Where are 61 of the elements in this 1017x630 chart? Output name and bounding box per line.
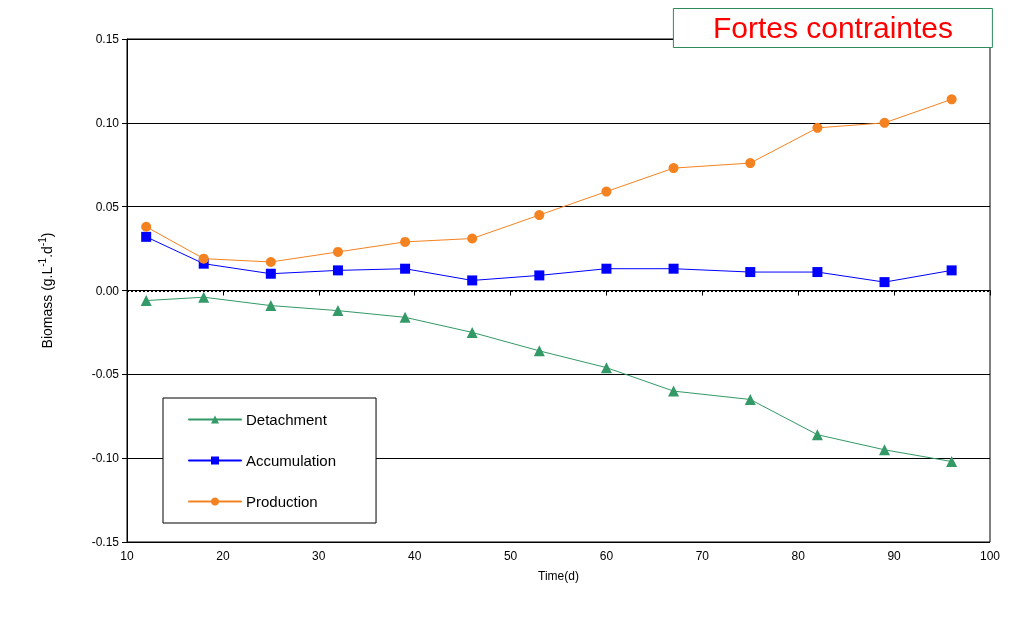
x-axis-title: Time(d) [538, 569, 579, 583]
chart-title: Fortes contraintes [712, 10, 954, 44]
y-tick-label: 0.15 [95, 32, 120, 46]
point [601, 263, 612, 274]
legend-label: Accumulation [246, 452, 337, 469]
point [467, 275, 478, 286]
point [668, 163, 679, 174]
point [745, 158, 756, 169]
point [265, 300, 277, 312]
x-tick-label: 40 [407, 549, 422, 563]
x-tick-label: 80 [791, 549, 806, 563]
point [141, 231, 152, 242]
point [668, 263, 679, 274]
point [534, 210, 545, 221]
point [812, 122, 823, 133]
legend-label: Production [246, 493, 318, 510]
point [332, 246, 343, 257]
x-tick-label: 70 [695, 549, 710, 563]
point [812, 267, 823, 278]
x-tick-label: 10 [120, 549, 134, 563]
x-tick-label: 30 [312, 549, 326, 563]
point [400, 236, 411, 247]
point [198, 253, 209, 264]
point [399, 311, 411, 323]
point [600, 362, 612, 374]
x-tick-label: 50 [503, 549, 518, 563]
point [467, 233, 478, 244]
y-tick-label: -0.05 [91, 367, 120, 382]
point [466, 326, 478, 338]
point [265, 268, 276, 279]
point [265, 257, 276, 267]
y-tick-label: 0.10 [95, 115, 120, 130]
point [946, 456, 958, 468]
point [601, 186, 612, 197]
point [811, 429, 823, 441]
y-tick-label: 0.00 [95, 283, 120, 298]
y-axis-title: Biomass (g.L-1.d-1) [36, 232, 55, 349]
point [534, 270, 545, 281]
y-tick-label: 0.05 [95, 199, 120, 214]
point [879, 277, 890, 288]
point [946, 94, 957, 105]
point [744, 393, 756, 405]
point [332, 305, 344, 317]
point [879, 444, 891, 456]
point [745, 267, 756, 278]
x-tick-label: 90 [887, 549, 902, 563]
point [140, 295, 152, 307]
point [533, 345, 545, 357]
y-tick-label: -0.10 [91, 451, 120, 466]
x-tick-label: 60 [599, 549, 614, 563]
legend-label: Detachment [246, 411, 328, 428]
x-tick-label: 100 [979, 549, 1001, 563]
point [400, 263, 411, 274]
point [668, 385, 680, 397]
point [879, 117, 890, 128]
point [946, 265, 957, 276]
x-tick-label: 20 [216, 549, 230, 563]
point [332, 265, 343, 276]
y-tick-label: -0.15 [91, 535, 120, 549]
point [141, 221, 152, 232]
point [198, 291, 210, 303]
